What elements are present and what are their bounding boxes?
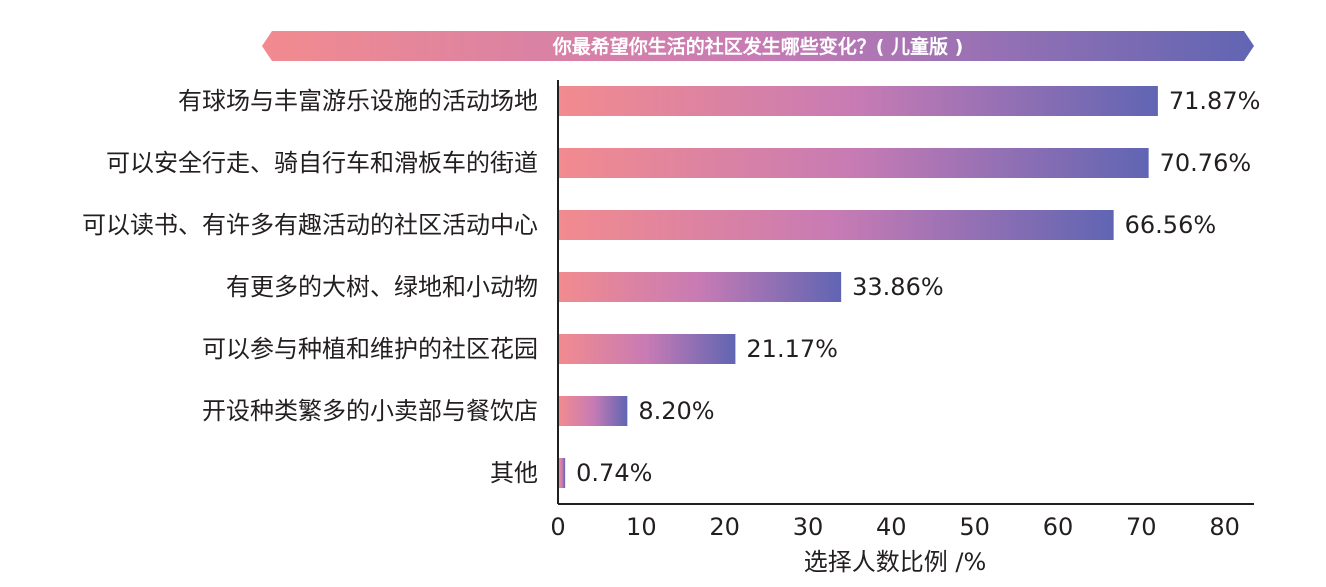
x-tick-label: 70 bbox=[1126, 513, 1157, 541]
x-tick-label: 30 bbox=[793, 513, 824, 541]
x-tick-label: 80 bbox=[1209, 513, 1240, 541]
category-label: 可以安全行走、骑自行车和滑板车的街道 bbox=[106, 149, 538, 177]
category-label: 有球场与丰富游乐设施的活动场地 bbox=[178, 87, 538, 115]
value-label: 0.74% bbox=[576, 459, 652, 487]
x-axis-title: 选择人数比例 /% bbox=[804, 548, 987, 576]
x-tick-label: 50 bbox=[959, 513, 990, 541]
x-tick-label: 0 bbox=[550, 513, 565, 541]
value-label: 8.20% bbox=[638, 397, 714, 425]
category-label: 有更多的大树、绿地和小动物 bbox=[226, 273, 538, 301]
bar bbox=[559, 86, 1158, 116]
title-banner: 你最希望你生活的社区发生哪些变化？( 儿童版 ) bbox=[262, 31, 1254, 61]
category-label: 其他 bbox=[490, 459, 538, 487]
value-label: 66.56% bbox=[1125, 211, 1217, 239]
category-label: 可以读书、有许多有趣活动的社区活动中心 bbox=[82, 211, 538, 239]
bar bbox=[559, 148, 1149, 178]
value-label: 21.17% bbox=[746, 335, 838, 363]
category-label: 开设种类繁多的小卖部与餐饮店 bbox=[202, 397, 538, 425]
value-label: 71.87% bbox=[1169, 87, 1261, 115]
value-label: 33.86% bbox=[852, 273, 944, 301]
bars-layer bbox=[559, 86, 1158, 488]
x-axis: 0 10 20 30 40 50 60 70 80 选择人数比例 /% bbox=[550, 80, 1254, 576]
x-tick-label: 10 bbox=[626, 513, 657, 541]
bar bbox=[559, 396, 628, 426]
value-labels: 71.87% 70.76% 66.56% 33.86% 21.17% 8.20% 0.74% bbox=[576, 87, 1260, 487]
x-tick-label: 60 bbox=[1043, 513, 1074, 541]
x-ticks: 0 10 20 30 40 50 60 70 80 bbox=[550, 513, 1240, 541]
bar bbox=[559, 458, 566, 488]
title-banner-shape bbox=[262, 31, 1254, 61]
value-label: 70.76% bbox=[1160, 149, 1252, 177]
category-label: 可以参与种植和维护的社区花园 bbox=[202, 335, 538, 363]
chart-title: 你最希望你生活的社区发生哪些变化？( 儿童版 ) bbox=[552, 35, 964, 58]
bar bbox=[559, 334, 736, 364]
bar bbox=[559, 272, 842, 302]
bar bbox=[559, 210, 1114, 240]
category-labels: 有球场与丰富游乐设施的活动场地可以安全行走、骑自行车和滑板车的街道可以读书、有许… bbox=[82, 87, 538, 487]
x-tick-label: 40 bbox=[876, 513, 907, 541]
x-tick-label: 20 bbox=[709, 513, 740, 541]
